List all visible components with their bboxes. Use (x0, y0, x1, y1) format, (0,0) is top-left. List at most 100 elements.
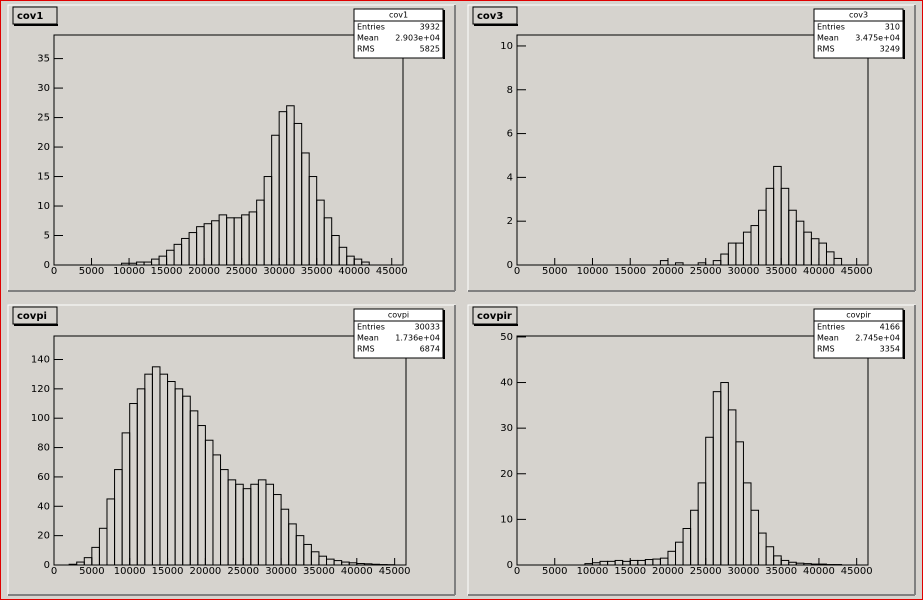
stats-box (813, 8, 904, 59)
y-tick-label: 4 (507, 172, 513, 183)
frame (53, 34, 404, 266)
y-tick-label: 10 (500, 41, 513, 52)
stats-label: RMS (357, 45, 375, 54)
x-tick-label: 25000 (226, 266, 258, 277)
y-tick-label: 40 (37, 501, 50, 512)
x-tick-label: 25000 (690, 266, 722, 277)
x-tick-label: 25000 (690, 566, 722, 577)
y-tick-label: 0 (44, 260, 50, 271)
stats-label: Mean (357, 34, 379, 43)
stats-box (813, 308, 904, 359)
y-tick-label: 60 (37, 472, 50, 483)
x-tick-label: 20000 (652, 566, 684, 577)
stats-value: 3249 (880, 45, 900, 54)
y-tick-label: 20 (37, 142, 50, 153)
stats-name: cov3 (849, 11, 868, 20)
stats-box (353, 8, 444, 59)
stats-name: covpir (846, 311, 871, 320)
histogram-bar (68, 563, 78, 566)
y-tick-label: 10 (37, 201, 50, 212)
y-tick-label: 100 (31, 413, 50, 424)
x-tick-label: 35000 (303, 566, 335, 577)
y-tick-label: 5 (44, 231, 50, 242)
x-tick-label: 20000 (189, 566, 221, 577)
stats-value: 1.736e+04 (395, 334, 440, 343)
x-tick-label: 10000 (113, 266, 145, 277)
y-tick-label: 35 (37, 54, 50, 65)
x-tick-label: 20000 (652, 266, 684, 277)
y-tick-label: 50 (500, 332, 513, 343)
x-tick-label: 25000 (227, 566, 259, 577)
title: cov1 (17, 11, 43, 22)
pad: 0 5000 10000 15000 20000 25000 30000 35000 40000… (467, 4, 916, 292)
x-tick-label: 30000 (728, 266, 760, 277)
histogram-bar (818, 563, 827, 566)
stats-label: RMS (817, 345, 835, 354)
pad: 0 5000 10000 15000 20000 25000 30000 35000 40000… (7, 4, 456, 292)
stats-label: Entries (357, 323, 385, 332)
stats-value: 2.745e+04 (855, 334, 900, 343)
y-tick-label: 30 (500, 423, 513, 434)
x-tick-label: 10000 (577, 266, 609, 277)
x-tick-label: 15000 (152, 566, 184, 577)
histogram-bar (833, 257, 843, 266)
x-tick-label: 35000 (765, 266, 797, 277)
y-tick-label: 140 (31, 354, 50, 365)
x-tick-label: 40000 (803, 266, 835, 277)
x-tick-label: 5000 (79, 566, 104, 577)
stats-label: Entries (817, 323, 845, 332)
y-tick-label: 25 (37, 113, 50, 124)
x-tick-label: 0 (51, 266, 57, 277)
x-tick-label: 20000 (188, 266, 220, 277)
histogram-bar (361, 261, 370, 266)
y-tick-label: 40 (500, 378, 513, 389)
x-tick-label: 5000 (542, 266, 567, 277)
stats-value: 30033 (415, 323, 440, 332)
x-tick-label: 45000 (376, 266, 408, 277)
pad: 0 5000 10000 15000 20000 25000 30000 35000 40000… (467, 304, 916, 596)
title: covpir (477, 311, 512, 322)
x-tick-label: 45000 (841, 566, 873, 577)
stats-label: RMS (357, 345, 375, 354)
y-tick-label: 30 (37, 83, 50, 94)
stats-value: 3354 (880, 345, 900, 354)
stats-value: 2.903e+04 (395, 34, 440, 43)
stats-label: Entries (817, 23, 845, 32)
x-tick-label: 10000 (577, 566, 609, 577)
y-tick-label: 20 (500, 469, 513, 480)
y-tick-label: 8 (507, 85, 513, 96)
x-tick-label: 45000 (379, 566, 411, 577)
x-tick-label: 0 (514, 566, 520, 577)
stats-name: cov1 (389, 11, 408, 20)
y-tick-label: 0 (507, 560, 513, 571)
y-tick-label: 0 (507, 260, 513, 271)
x-tick-label: 45000 (841, 266, 873, 277)
x-tick-label: 40000 (338, 266, 370, 277)
stats-name: covpi (388, 311, 409, 320)
y-tick-label: 6 (507, 129, 513, 140)
stats-value: 5825 (420, 45, 440, 54)
x-tick-label: 30000 (265, 566, 297, 577)
y-tick-label: 15 (37, 172, 50, 183)
stats-value: 310 (885, 23, 900, 32)
title: covpi (17, 311, 47, 322)
x-tick-label: 40000 (803, 566, 835, 577)
pad: 0 5000 10000 15000 20000 25000 30000 35000 40000… (7, 304, 456, 596)
stats-box (353, 308, 444, 359)
stats-label: RMS (817, 45, 835, 54)
y-tick-label: 80 (37, 443, 50, 454)
title: cov3 (477, 11, 503, 22)
x-tick-label: 30000 (263, 266, 295, 277)
x-tick-label: 15000 (614, 266, 646, 277)
x-tick-label: 0 (51, 566, 57, 577)
x-tick-label: 30000 (728, 566, 760, 577)
histogram-bar (371, 563, 381, 566)
y-tick-label: 10 (500, 514, 513, 525)
frame (53, 335, 407, 566)
x-tick-label: 40000 (341, 566, 373, 577)
frame (516, 34, 869, 266)
x-tick-label: 5000 (79, 266, 104, 277)
stats-value: 6874 (420, 345, 440, 354)
stats-value: 3.475e+04 (855, 34, 900, 43)
